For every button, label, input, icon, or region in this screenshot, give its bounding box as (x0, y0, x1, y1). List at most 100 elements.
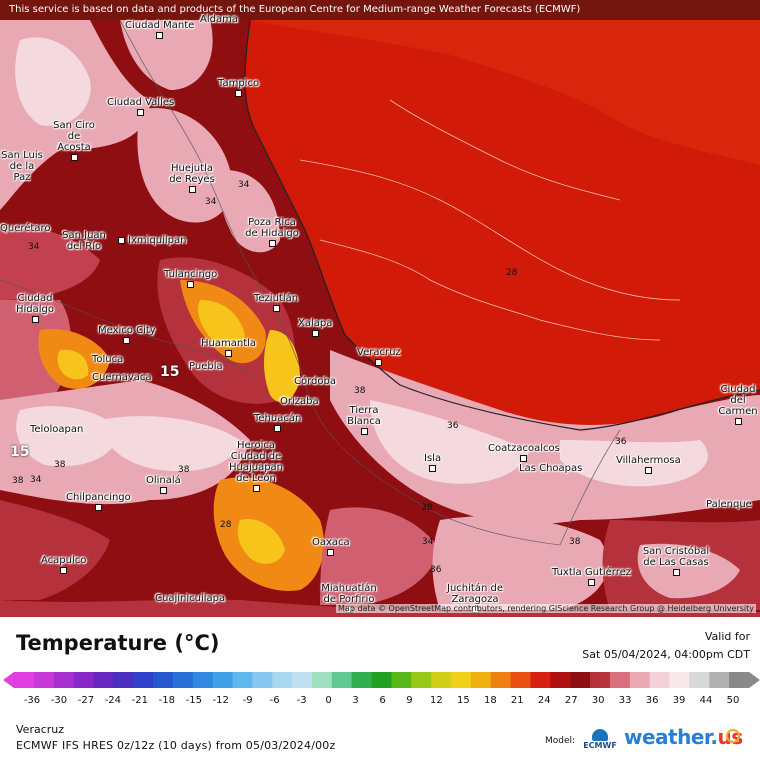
city-label[interactable]: Cuajinicuilapa (155, 593, 226, 604)
scale-swatch (590, 672, 611, 688)
scale-swatch (411, 672, 432, 688)
city-label[interactable]: San Ciro de Acosta (50, 120, 98, 161)
city-label[interactable]: Palenque (706, 499, 752, 510)
city-label[interactable]: Acapulco (41, 555, 86, 574)
city-label[interactable]: San Juan del Río (62, 230, 106, 252)
ecmwf-logo-text: ECMWF (583, 741, 617, 750)
scale-tick-label: 39 (672, 695, 686, 706)
scale-tick-label: -36 (23, 695, 41, 706)
city-label[interactable]: Tulancingo (164, 269, 217, 288)
city-label[interactable]: Xalapa (298, 318, 332, 337)
city-label[interactable]: Tehuacán (254, 413, 301, 432)
city-label[interactable]: Las Choapas (519, 463, 583, 474)
city-label[interactable]: Huejutla de Reyes (165, 163, 219, 193)
scale-tick-label: 6 (379, 695, 386, 706)
isotherm-label: 36 (447, 421, 459, 431)
scale-tick-label: 33 (618, 695, 632, 706)
scale-swatch (451, 672, 472, 688)
city-label[interactable]: Mexico City (98, 325, 156, 344)
scale-tick-label: 21 (510, 695, 524, 706)
scale-swatch (391, 672, 412, 688)
scale-swatch (669, 672, 690, 688)
scale-tick-label: -30 (50, 695, 68, 706)
city-label[interactable]: Ixmiquilpan (118, 235, 186, 246)
scale-arrow-left-icon (3, 672, 14, 688)
isotherm-label: 38 (569, 537, 581, 547)
city-label[interactable]: Juchitán de Zaragoza (440, 583, 510, 613)
forecast-map[interactable]: This service is based on data and produc… (0, 0, 760, 617)
legend-title: Temperature (°C) (16, 631, 220, 655)
scale-tick-label: -18 (158, 695, 175, 706)
weather-us-logo[interactable]: weather.us (624, 725, 743, 749)
city-label[interactable]: Huamantla (201, 338, 256, 357)
scale-swatch (490, 672, 512, 688)
scale-swatch (510, 672, 532, 688)
scale-swatch (172, 672, 194, 688)
city-label[interactable]: Veracruz (357, 347, 401, 366)
isotherm-label: 38 (421, 503, 433, 513)
city-label[interactable]: Tierra Blanca (346, 405, 382, 435)
scale-swatch (371, 672, 393, 688)
city-label[interactable]: Chilpancingo (66, 492, 131, 511)
model-label: Model: (545, 736, 576, 746)
scale-swatch (570, 672, 591, 688)
valid-label: Valid for (704, 630, 750, 643)
isotherm-label: 15 (160, 364, 180, 380)
city-label[interactable]: Toluca (92, 354, 124, 365)
city-label[interactable]: Cuernavaca (92, 372, 152, 383)
scale-tick-label: -9 (242, 695, 253, 706)
city-label[interactable]: Aldama (200, 14, 238, 25)
city-label[interactable]: Oaxaca (312, 537, 350, 556)
scale-tick-label: -12 (212, 695, 229, 706)
scale-tick-label: 0 (325, 695, 332, 706)
city-label[interactable]: Isla (424, 453, 441, 472)
city-label[interactable]: Teziutlán (254, 293, 298, 312)
city-label[interactable]: Córdoba (294, 376, 336, 387)
city-label[interactable]: Villahermosa (616, 455, 681, 474)
city-label[interactable]: Miahuatlán de Porfirio (314, 583, 384, 613)
isotherm-label: 36 (430, 565, 442, 575)
scale-swatch (649, 672, 671, 688)
city-label[interactable]: Ciudad Mante (125, 20, 194, 39)
city-label[interactable]: Ciudad del Carmen (717, 384, 759, 425)
scale-swatch (311, 672, 333, 688)
brand-main: weather. (624, 725, 718, 749)
city-label[interactable]: San Cristóbal de Las Casas (638, 546, 714, 576)
scale-arrow-right-icon (749, 672, 760, 688)
city-label[interactable]: Ciudad Valles (107, 97, 174, 116)
city-label[interactable]: Tampico (218, 78, 259, 97)
scale-swatch (272, 672, 293, 688)
city-label[interactable]: San Luis de la Paz (1, 150, 43, 183)
region-name: Veracruz (16, 723, 65, 736)
city-label[interactable]: Poza Rica de Hidalgo (244, 217, 300, 247)
scale-swatch (689, 672, 710, 688)
city-label[interactable]: Heroica Ciudad de Huajuapan de León (223, 440, 289, 492)
scale-tick-label: 9 (406, 695, 413, 706)
scale-swatch (252, 672, 273, 688)
scale-tick-label: 30 (591, 695, 605, 706)
scale-swatch (331, 672, 353, 688)
isotherm-label: 15 (10, 444, 30, 460)
scale-swatch (192, 672, 214, 688)
map-attribution: Map data © OpenStreetMap contributors, r… (336, 604, 756, 613)
city-label[interactable]: Teloloapan (30, 424, 84, 435)
scale-tick-label: -27 (77, 695, 95, 706)
city-label[interactable]: Olinalá (146, 475, 181, 494)
city-label[interactable]: Tuxtla Gutiérrez (552, 567, 631, 586)
city-label[interactable]: Orizaba (280, 396, 319, 407)
scale-swatch (53, 672, 75, 688)
scale-tick-label: 24 (537, 695, 551, 706)
ecmwf-logo[interactable]: ECMWF (582, 729, 618, 755)
sun-icon (726, 729, 740, 743)
scale-tick-label: -3 (296, 695, 307, 706)
scale-swatch (33, 672, 55, 688)
scale-swatch (153, 672, 174, 688)
city-label[interactable]: Ciudad Hidalgo (13, 293, 57, 323)
scale-swatch (629, 672, 651, 688)
city-label[interactable]: Querétaro (0, 223, 51, 234)
scale-tick-label: -6 (269, 695, 280, 706)
city-label[interactable]: Coatzacoalcos (488, 443, 560, 462)
isotherm-label: 36 (615, 437, 627, 447)
scale-tick-label: 3 (352, 695, 359, 706)
city-label[interactable]: Puebla (189, 361, 223, 372)
